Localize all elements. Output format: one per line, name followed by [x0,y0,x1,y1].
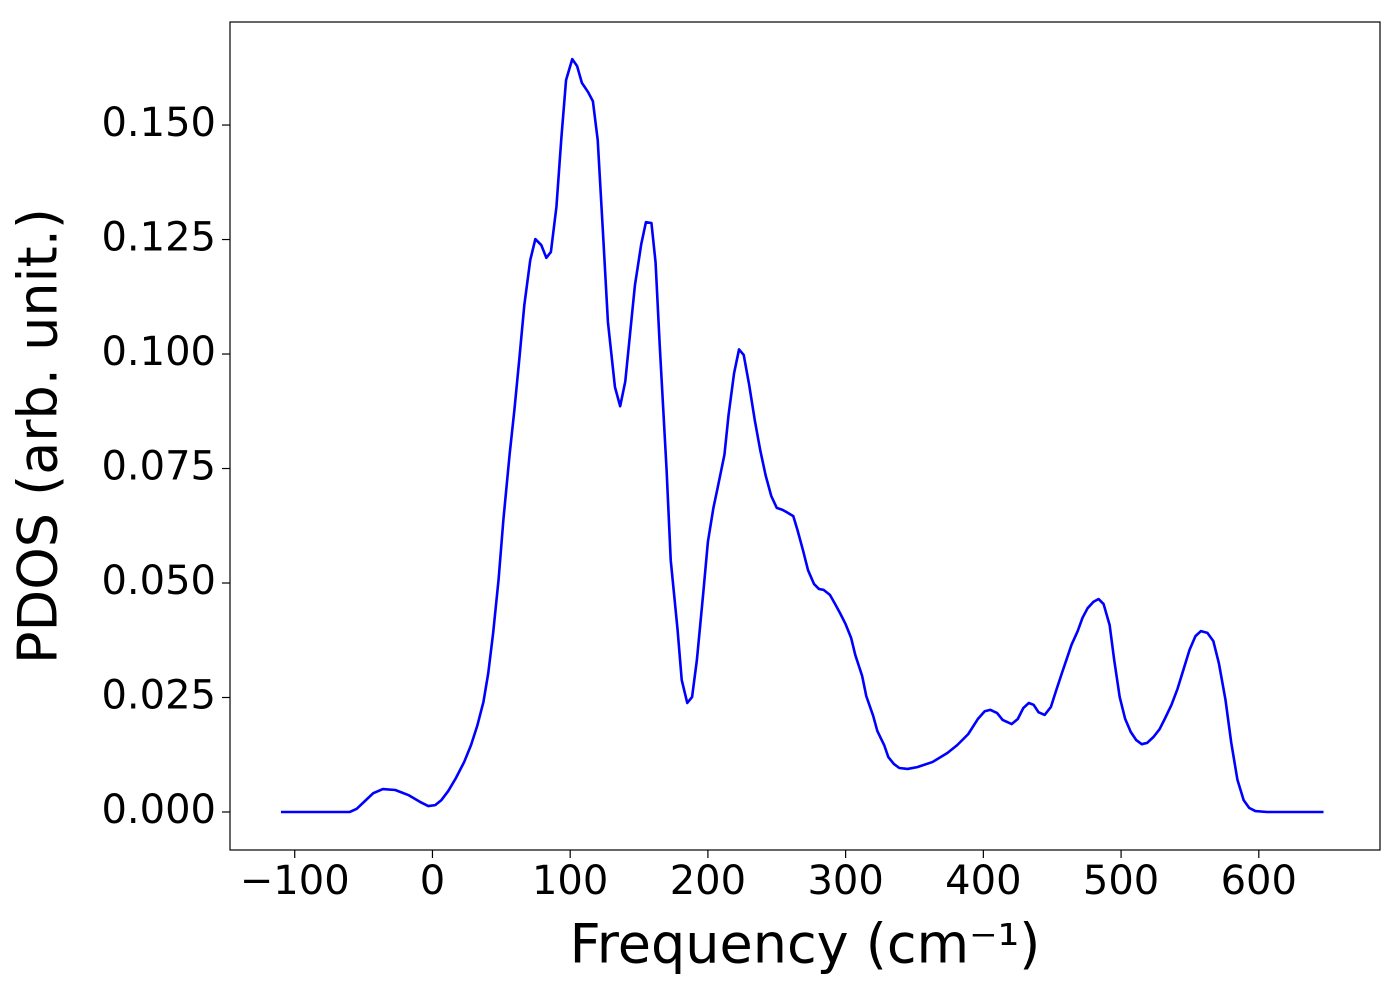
y-tick-label: 0.150 [101,100,216,146]
y-tick-label: 0.125 [101,215,216,261]
x-tick-label: 100 [532,858,608,904]
y-tick-label: 0.050 [101,558,216,604]
x-tick-label: 500 [1083,858,1159,904]
x-tick-label: 300 [807,858,883,904]
y-tick-label: 0.025 [101,672,216,718]
x-tick-label: 400 [945,858,1021,904]
y-axis-label: PDOS (arb. unit.) [7,208,70,664]
y-tick-label: 0.000 [101,787,216,833]
x-tick-label: 0 [420,858,445,904]
x-tick-label: 600 [1221,858,1297,904]
y-tick-label: 0.075 [101,444,216,490]
x-tick-label: 200 [670,858,746,904]
x-axis-label: Frequency (cm⁻¹) [570,913,1041,976]
line [280,57,1324,814]
x-tick-label: −100 [240,858,350,904]
plot-frame [229,21,1381,851]
y-tick-label: 0.100 [101,329,216,375]
